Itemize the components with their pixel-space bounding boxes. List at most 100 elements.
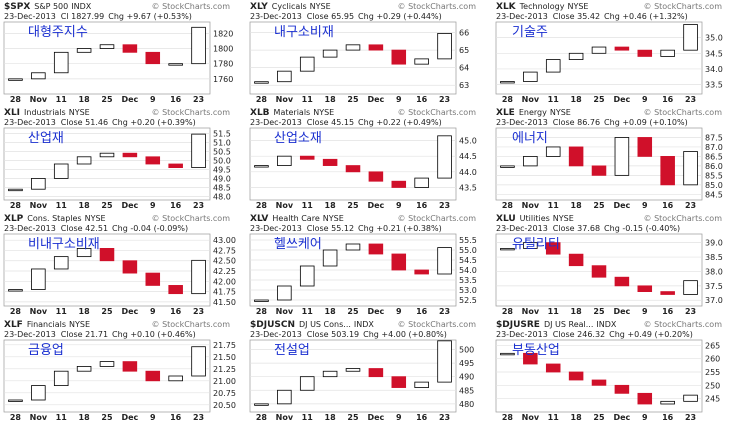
header: XLE Energy NYSE [496,108,571,118]
x-tick-label: 18 [325,201,337,210]
y-tick-label: 485 [459,386,474,395]
candle [168,63,183,66]
plot-area [495,21,703,95]
symbol: XLY [250,2,268,12]
candle [277,285,292,301]
x-tick-label: 23 [439,201,450,210]
y-tick-label: 490 [459,373,474,382]
exchange: NYSE [69,320,90,329]
candle [391,49,407,65]
y-tick-label: 250 [705,381,720,390]
x-tick-label: Dec [367,307,384,316]
subheader: 23-Dec-2013 Close 37.68 Chg -0.15 (-0.40%) [496,224,680,233]
exchange: NYSE [323,214,344,223]
change: Chg +9.67 (+0.53%) [108,12,192,21]
close: Close 55.12 [307,224,354,233]
change: Chg +0.20 (+0.39%) [112,118,196,127]
x-tick-label: Nov [276,201,294,210]
x-tick-label: 11 [56,201,68,210]
x-tick-label: Dec [121,413,138,422]
candle [76,48,92,53]
candle [614,276,630,287]
x-tick-label: 25 [101,307,113,316]
candle [637,49,653,57]
candle [277,70,292,83]
candle [523,156,538,167]
candle [368,368,384,378]
panel: XLV Health Care NYSE © StockCharts.com23-De… [249,214,477,316]
exchange: INDX [596,320,617,329]
close: Close 21.71 [61,330,108,339]
y-tick-label: 245 [705,395,720,404]
name: Utilities [520,214,550,223]
y-tick-label: 65 [459,46,469,55]
x-tick-label: 16 [416,307,428,316]
y-tick-label: 37.0 [705,296,723,305]
panel: XLB Materials NYSE © StockCharts.com23-Dec-… [249,108,477,210]
y-tick-label: 1800 [213,45,233,54]
panel: XLK Technology NYSE © StockCharts.com23-Dec… [495,2,723,104]
date: 23-Dec-2013 [250,118,302,127]
y-tick-label: 50.5 [213,147,231,156]
y-tick-label: 86.0 [705,162,723,171]
y-tick-label: 265 [705,341,720,350]
subheader: 23-Dec-2013 Close 86.76 Chg +0.09 (+0.10%) [496,118,688,127]
y-tick-label: 500 [459,346,474,355]
exchange: INDX [354,320,375,329]
x-tick-label: 9 [642,95,648,104]
panel-label: 기술주 [512,25,548,40]
candle [76,156,92,165]
x-tick-label: 9 [642,413,648,422]
x-tick-label: 11 [302,95,314,104]
x-tick-label: Nov [522,413,540,422]
candle [8,78,23,81]
x-tick-label: Nov [276,307,294,316]
x-tick-label: Dec [367,95,384,104]
candle [500,165,515,168]
x-tick-label: 16 [416,201,428,210]
x-tick-label: Nov [522,95,540,104]
x-tick-label: 9 [642,307,648,316]
y-tick-label: 86.5 [705,152,723,161]
x-tick-label: 28 [10,201,22,210]
candle [53,163,69,179]
y-tick-label: 41.50 [213,298,236,307]
x-tick-label: 28 [502,413,514,422]
exchange: NYSE [313,108,334,117]
candle [545,363,561,373]
candle [523,71,538,82]
y-tick-label: 20.50 [213,401,236,410]
symbol: XLF [4,320,23,330]
x-tick-label: 28 [256,95,268,104]
x-tick-label: 18 [325,307,337,316]
x-tick-label: 18 [325,95,337,104]
candle [299,376,315,391]
y-tick-label: 21.00 [213,377,236,386]
panel-label: 비내구소비재 [28,237,100,252]
x-tick-label: 16 [170,413,182,422]
symbol: $DJUSCN [250,320,295,330]
y-tick-label: 43.00 [213,236,236,245]
candle [500,352,515,356]
x-tick-label: 11 [548,95,560,104]
y-tick-label: 64 [459,64,469,73]
x-tick-label: Nov [30,307,48,316]
symbol: XLI [4,108,20,118]
x-tick-label: 18 [79,95,91,104]
y-tick-label: 87.0 [705,143,723,152]
candle [191,346,206,377]
subheader: 23-Dec-2013 Close 42.51 Chg -0.04 (-0.09%) [4,224,188,233]
x-tick-label: 25 [347,201,359,210]
date: 23-Dec-2013 [4,118,56,127]
panel-label: 유틸리티 [512,237,560,252]
x-tick-label: 25 [347,413,359,422]
panel-label: 대형주지수 [28,25,88,40]
candle [660,291,675,295]
close: Close 246.32 [553,330,605,339]
x-tick-label: 25 [347,95,359,104]
plot-area [3,21,211,95]
candle [8,188,23,192]
x-tick-label: Dec [613,201,630,210]
panel: $DJUSRE DJ US Real... INDX © StockCharts.co… [495,320,722,422]
change: Chg +0.46 (+1.32%) [604,12,688,21]
